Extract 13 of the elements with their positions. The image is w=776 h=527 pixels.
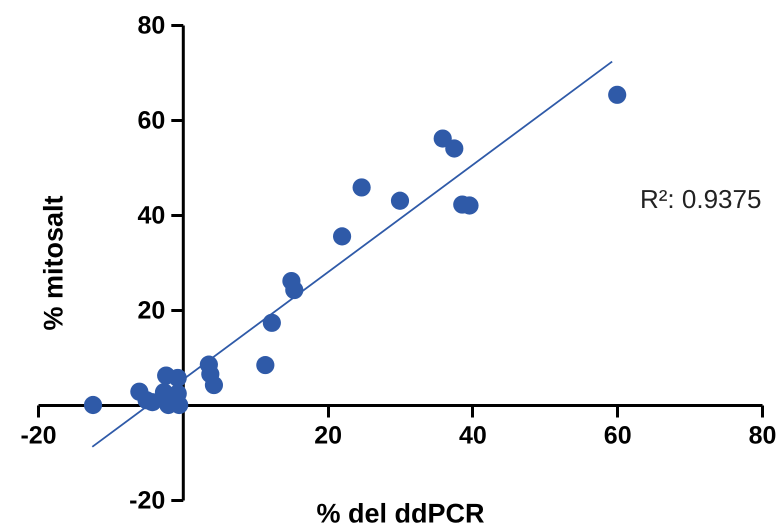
x-tick-label: 60 xyxy=(604,422,632,450)
x-tick-label: -20 xyxy=(20,422,57,450)
x-tick-label: 20 xyxy=(314,422,342,450)
y-tick-label: 40 xyxy=(137,202,166,230)
y-tick-label: 20 xyxy=(137,296,166,324)
y-tick-label: 80 xyxy=(137,12,166,40)
y-tick-label: -20 xyxy=(129,486,166,514)
y-tick-label: 60 xyxy=(137,106,166,134)
x-axis-title: % del ddPCR xyxy=(316,498,485,527)
y-axis-title: % mitosalt xyxy=(38,195,68,331)
x-tick-label: 80 xyxy=(748,422,776,450)
x-tick-label: 40 xyxy=(458,422,487,450)
annotation: R²: 0.9375 xyxy=(640,184,762,214)
